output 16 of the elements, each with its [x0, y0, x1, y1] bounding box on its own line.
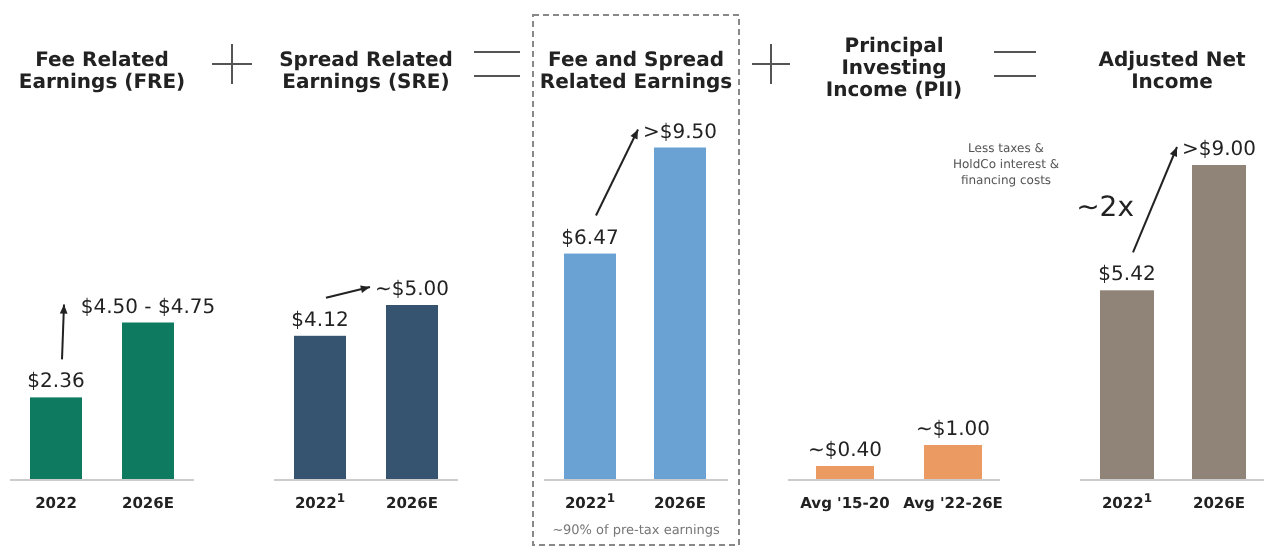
- data-label: ~$5.00: [374, 279, 450, 301]
- annotation: ~2x: [1076, 191, 1134, 224]
- data-label: >$9.00: [1181, 139, 1257, 161]
- data-label: $2.36: [27, 371, 85, 394]
- data-label: >$9.50: [642, 121, 718, 144]
- chart-title: Adjusted Net Income: [1098, 50, 1246, 94]
- chart-title: Principal Investing Income (PII): [825, 36, 963, 102]
- data-label: ~$0.40: [807, 440, 883, 462]
- data-label: ~$1.00: [915, 419, 991, 441]
- data-label: $4.12: [291, 309, 349, 332]
- chart-title: Fee Related Earnings (FRE): [18, 50, 186, 94]
- data-label: $6.47: [561, 227, 619, 250]
- chart-title: Spread Related Earnings (SRE): [279, 50, 453, 94]
- chart-title: Fee and Spread Related Earnings: [539, 50, 733, 94]
- data-label: $4.50 - $4.75: [80, 296, 216, 319]
- data-label: $5.42: [1098, 264, 1156, 287]
